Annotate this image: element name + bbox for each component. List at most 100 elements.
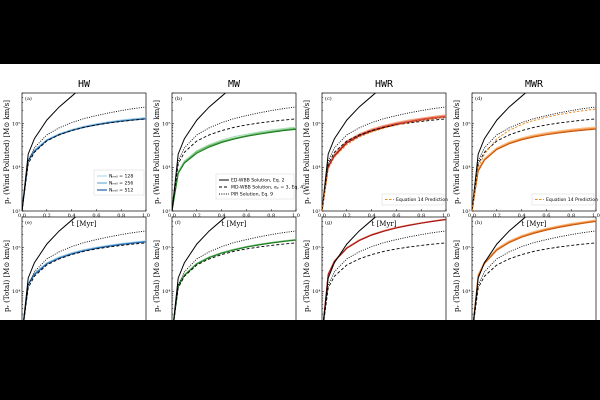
- panel-label: (d): [475, 95, 482, 102]
- panel-b: 0.0 0.2 0.4 0.6 0.8 1.0 10³ 10⁴ 10⁵ (b) t [Myr] pᵣ …: [153, 92, 303, 228]
- x-tick-label: 0.4: [518, 213, 526, 219]
- column-title-mwr: MWR: [525, 79, 544, 90]
- x-tick-label: 0.8: [567, 213, 575, 219]
- legend-entry: Nₙₑₗₗ = 512: [109, 188, 133, 194]
- md-wbb-curve: [172, 118, 296, 211]
- sim-curve-ncell-512: [22, 118, 146, 211]
- y-axis-label: pᵣ (Wind Polluted) [M⊙ km/s]: [3, 100, 11, 204]
- x-tick-label: 0.0: [168, 213, 176, 219]
- y-axis-label: pᵣ (Wind Polluted) [M⊙ km/s]: [453, 100, 461, 204]
- y-tick-label: 10³: [162, 209, 170, 215]
- pir-curve: [23, 230, 146, 320]
- sim-curve-ncell-128: [472, 219, 596, 320]
- pir-curve: [473, 230, 596, 320]
- x-tick-label: 0.2: [43, 213, 51, 219]
- ed-wbb-curve: [323, 217, 376, 320]
- y-axis-label: pᵣ (Wind Polluted) [M⊙ km/s]: [303, 100, 311, 204]
- x-tick-label: 1.0: [592, 213, 600, 219]
- prediction-legend: Equation 14 Prediction: [531, 193, 598, 206]
- legend-entry: Nₙₑₗₗ = 256: [109, 181, 133, 187]
- x-tick-label: 0.2: [343, 213, 351, 219]
- panel-label: (b): [175, 95, 182, 102]
- sim-curve-ncell-512: [173, 239, 296, 320]
- ed-wbb-curve: [23, 217, 76, 320]
- y-tick-label: 10³: [12, 209, 20, 215]
- pir-curve: [323, 230, 446, 320]
- x-axis-label: t [Myr]: [372, 220, 397, 228]
- sim-curve-ncell-512: [23, 241, 146, 320]
- ed-wbb-curve: [472, 93, 526, 211]
- y-tick-label: 10⁵: [12, 245, 20, 251]
- plot-area: [172, 93, 296, 211]
- ed-wbb-curve: [473, 217, 526, 320]
- y-tick-label: 10⁴: [312, 165, 320, 171]
- md-wbb-curve: [322, 118, 446, 211]
- plot-area: [22, 93, 146, 211]
- legend-box: [215, 173, 295, 200]
- y-tick-label: 10⁵: [462, 245, 470, 251]
- panel-label: (c): [325, 95, 332, 102]
- md-wbb-curve: [23, 242, 146, 320]
- sim-curve-ncell-256: [22, 117, 146, 211]
- sim-curve-ncell-512: [172, 128, 296, 211]
- y-tick-label: 10⁵: [312, 245, 320, 251]
- sim-curve-ncell-128: [172, 126, 296, 211]
- ed-wbb-curve: [172, 93, 226, 211]
- y-tick-label: 10⁵: [312, 121, 320, 127]
- sim-curve-ncell-512: [472, 128, 596, 211]
- panel-label: (g): [325, 219, 332, 226]
- plot-area: [322, 93, 446, 211]
- column-title-hw: HW: [78, 79, 91, 90]
- axes-frame: [321, 216, 447, 320]
- y-axis-label: pᵣ (Wind Polluted) [M⊙ km/s]: [153, 100, 161, 204]
- x-tick-label: 0.6: [542, 213, 550, 219]
- x-tick-label: 0.8: [417, 213, 425, 219]
- sim-curve-ncell-512: [473, 220, 596, 320]
- x-tick-label: 0.2: [193, 213, 201, 219]
- md-wbb-curve: [22, 118, 146, 211]
- y-axis-label: pᵣ (Total) [M⊙ km/s]: [3, 240, 11, 312]
- pir-curve: [322, 106, 446, 211]
- panel-label: (a): [25, 95, 32, 102]
- y-tick-label: 10⁴: [462, 165, 470, 171]
- legend-entry: ED-WBB Solution, Eq. 2: [231, 178, 285, 184]
- sim-curve-ncell-512: [322, 218, 446, 320]
- plot-area: [322, 217, 446, 320]
- y-tick-label: 10⁴: [162, 165, 170, 171]
- sim-curve-ncell-256: [322, 218, 446, 320]
- x-tick-label: 0.8: [267, 213, 275, 219]
- x-tick-label: 0.6: [392, 213, 400, 219]
- y-tick-label: 10⁵: [12, 121, 20, 127]
- y-tick-label: 10³: [312, 209, 320, 215]
- y-axis-label: pᵣ (Total) [M⊙ km/s]: [153, 240, 161, 312]
- axes-frame: [471, 216, 597, 320]
- plot-area: [23, 217, 146, 320]
- legend-entry: PIR Solution, Eq. 9: [231, 192, 273, 198]
- analytic-legend: ED-WBB Solution, Eq. 2MD-WBB Solution, α…: [215, 173, 303, 200]
- legend-entry: Nₙₑₗₗ = 128: [109, 174, 133, 180]
- axes-frame: [171, 92, 297, 212]
- y-tick-label: 10⁵: [162, 121, 170, 127]
- x-tick-label: 0.8: [117, 213, 125, 219]
- md-wbb-curve: [173, 242, 296, 320]
- x-tick-label: 0.0: [18, 213, 26, 219]
- sim-curve-ncell-256: [473, 220, 596, 320]
- figure-canvas: HW MW HWR MWR 0.0 0.2 0.4 0.6 0.8 1.0 10³ 10⁴ 10⁵ (a)…: [0, 64, 600, 320]
- pir-curve: [173, 230, 296, 320]
- y-tick-label: 10⁴: [312, 289, 320, 295]
- legend-box: [531, 193, 595, 206]
- y-tick-label: 10⁴: [162, 289, 170, 295]
- equation-14-prediction-curve: [322, 116, 446, 211]
- legend-entry: MD-WBB Solution, αₚ = 3, Eq. 4: [231, 185, 303, 191]
- x-axis-label: t [Myr]: [522, 220, 547, 228]
- prediction-legend: Equation 14 Prediction: [381, 193, 448, 206]
- plot-area: [173, 217, 296, 320]
- equation-14-prediction-curve: [472, 108, 596, 211]
- x-tick-label: 1.0: [442, 213, 450, 219]
- axes-frame: [471, 92, 597, 212]
- pir-curve: [22, 106, 146, 211]
- md-wbb-curve: [472, 118, 596, 211]
- multi-panel-line-chart: HW MW HWR MWR 0.0 0.2 0.4 0.6 0.8 1.0 10³ 10⁴ 10⁵ (a)…: [3, 79, 600, 320]
